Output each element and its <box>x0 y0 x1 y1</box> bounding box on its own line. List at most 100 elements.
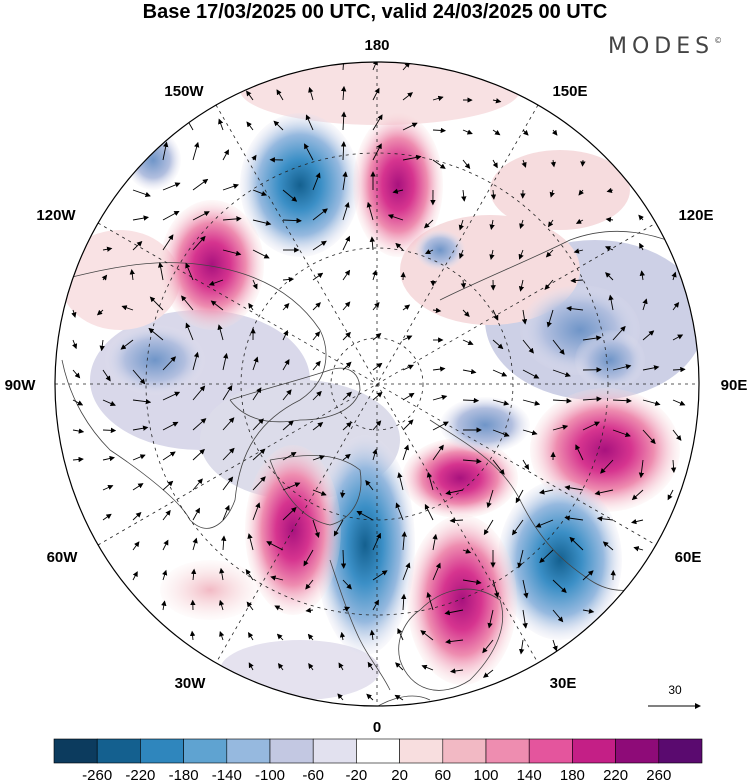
wind-arrow <box>492 369 508 377</box>
colorbar-tick-label: -180 <box>169 767 199 783</box>
wind-arrow <box>369 629 375 641</box>
wind-arrow <box>162 210 180 221</box>
wind-arrow <box>96 309 104 316</box>
wind-arrow <box>518 279 525 292</box>
wind-arrow <box>192 211 210 221</box>
wind-arrow <box>369 236 375 251</box>
wind-arrow <box>72 399 84 406</box>
wind-arrow <box>522 339 534 354</box>
wind-arrow <box>460 279 467 289</box>
wind-arrow <box>246 121 254 131</box>
wind-arrow <box>394 694 404 701</box>
wind-arrow <box>252 356 259 371</box>
high-cell <box>402 438 518 518</box>
colorbar-swatch <box>615 738 660 764</box>
wind-arrow <box>185 322 194 341</box>
colorbar-swatch <box>312 738 357 764</box>
wind-arrow <box>372 302 380 311</box>
wind-arrow <box>552 424 569 431</box>
wind-arrow <box>424 503 434 521</box>
wind-arrow <box>492 579 500 599</box>
wind-arrow <box>246 90 254 101</box>
wind-arrow <box>458 249 465 259</box>
low-cell <box>498 480 622 640</box>
wind-arrow <box>102 485 114 491</box>
wind-arrow <box>582 608 595 614</box>
wind-arrow <box>492 309 499 321</box>
colorbar-tick-label: -20 <box>346 767 368 783</box>
wind-arrow <box>192 478 203 491</box>
wind-arrow <box>277 662 284 671</box>
wind-arrow <box>639 270 645 281</box>
wind-arrow <box>492 459 505 475</box>
wind-arrow <box>222 385 233 401</box>
wind-arrow <box>638 214 644 221</box>
lon-label-180: 180 <box>364 37 389 54</box>
wind-arrow <box>148 327 164 341</box>
wind-arrow <box>569 536 584 551</box>
wind-arrow <box>573 248 584 254</box>
wind-arrow <box>340 62 347 71</box>
wind-arrow <box>192 448 205 461</box>
wind-arrow <box>102 427 117 434</box>
wind-arrow <box>402 392 415 401</box>
wind-arrow <box>445 489 464 496</box>
wind-arrow <box>582 421 601 431</box>
wind-arrow <box>190 568 197 581</box>
wind-arrow <box>72 428 85 434</box>
wind-arrow <box>372 420 382 431</box>
wind-arrow <box>342 331 351 341</box>
wind-arrow <box>671 271 677 281</box>
colorbar-tick-label: -260 <box>82 767 112 783</box>
wind-arrow <box>282 276 295 283</box>
wind-arrow <box>552 609 564 623</box>
wind-arrow <box>432 533 438 551</box>
wind-arrow <box>432 421 449 431</box>
wind-arrow <box>102 399 116 406</box>
wind-arrow <box>372 114 383 131</box>
wind-arrow <box>222 249 242 256</box>
wind-arrow <box>218 599 225 611</box>
wind-arrow <box>397 472 404 491</box>
wind-arrow <box>458 219 464 231</box>
wind-arrow <box>304 143 314 161</box>
wind-arrow <box>462 309 470 317</box>
wind-arrow <box>372 448 378 461</box>
wind-arrow <box>522 129 529 136</box>
wind-arrow <box>342 606 351 612</box>
wind-arrow <box>333 519 344 537</box>
weak-high-area <box>160 560 260 620</box>
wind-arrow <box>600 459 614 474</box>
lon-label-150w: 150W <box>164 83 204 100</box>
wind-arrow <box>582 335 602 341</box>
wind-arrow <box>219 630 225 641</box>
colorbar-tick-label: -100 <box>255 767 285 783</box>
wind-arrow <box>252 448 266 461</box>
wind-arrow <box>578 189 584 196</box>
colorbar-swatch <box>485 738 530 764</box>
wind-arrow <box>612 429 631 438</box>
low-cell <box>575 330 645 390</box>
wind-arrow <box>340 85 347 101</box>
wind-arrow <box>162 451 176 461</box>
wind-arrow <box>192 507 200 521</box>
wind-arrow <box>248 632 254 641</box>
wind-arrow <box>252 279 258 290</box>
wind-arrow <box>639 242 645 251</box>
wind-arrow <box>72 369 81 379</box>
wind-arrow <box>149 296 164 311</box>
wind-arrow <box>189 630 196 641</box>
wind-arrow <box>282 217 302 224</box>
wind-arrow <box>274 605 284 611</box>
wind-arrow <box>482 639 494 654</box>
wind-arrow <box>631 518 644 525</box>
wind-arrow <box>492 339 504 350</box>
wind-arrow <box>672 399 686 406</box>
wind-arrow <box>432 444 444 461</box>
wind-arrow <box>72 456 84 463</box>
wind-arrow <box>372 333 382 341</box>
wind-arrow <box>192 141 200 161</box>
lon-label-90e: 90E <box>721 377 748 394</box>
wind-arrow <box>462 368 477 375</box>
